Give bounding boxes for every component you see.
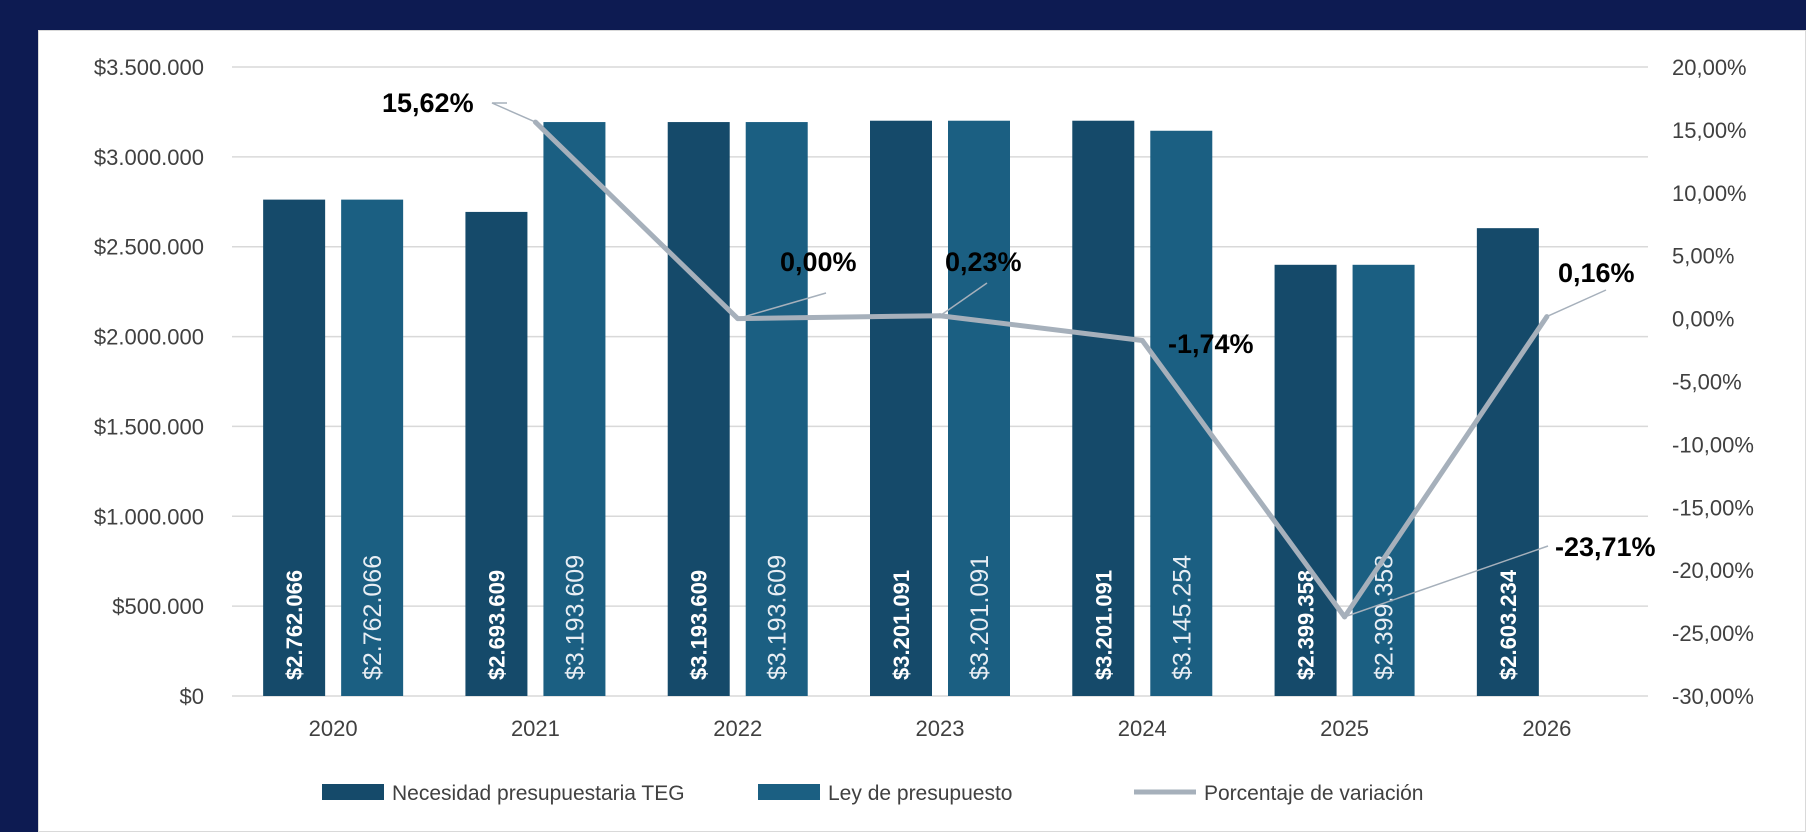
bar-data-label-necesidad: $3.201.091: [889, 570, 914, 680]
bar-ley: [948, 120, 1010, 697]
bar-data-label-ley: $3.193.609: [561, 555, 589, 680]
y-right-tick-label: 10,00%: [1672, 181, 1747, 206]
y-right-tick-label: 15,00%: [1672, 118, 1747, 143]
bar-data-label-necesidad: $3.193.609: [687, 570, 712, 680]
bar-ley: [1352, 264, 1415, 696]
legend-entry-label: Porcentaje de variación: [1204, 782, 1423, 805]
y-right-tick-label: -15,00%: [1672, 495, 1754, 520]
bar-data-label-ley: $3.145.254: [1168, 555, 1196, 680]
legend-swatch: [758, 784, 820, 800]
y-right-tick-label: -5,00%: [1672, 370, 1742, 395]
variation-data-label: 0,16%: [1558, 258, 1635, 288]
y-left-tick-label: $0: [180, 684, 204, 709]
bar-ley: [341, 199, 404, 696]
bar-necesidad: [1274, 264, 1337, 696]
y-left-tick-label: $3.500.000: [94, 55, 204, 80]
variation-point: [1139, 337, 1145, 343]
y-right-tick-label: -10,00%: [1672, 432, 1754, 457]
variation-line: [533, 120, 1549, 620]
bar-necesidad: [263, 199, 326, 696]
y-left-tick-label: $3.000.000: [94, 145, 204, 170]
x-tick-label: 2024: [1118, 716, 1167, 741]
x-tick-label: 2025: [1320, 716, 1369, 741]
legend-entry-label: Ley de presupuesto: [828, 782, 1012, 805]
y-left-tick-label: $2.500.000: [94, 235, 204, 260]
x-tick-label: 2026: [1522, 716, 1571, 741]
data-label-leader-line: [737, 292, 827, 320]
variation-data-label: 0,00%: [780, 247, 857, 277]
y-right-tick-label: 5,00%: [1672, 244, 1734, 269]
x-tick-label: 2022: [713, 716, 762, 741]
y-right-tick-label: 20,00%: [1672, 55, 1747, 80]
bar-ley: [543, 122, 606, 696]
bar-necesidad: [870, 120, 932, 697]
data-label-leader-line: [491, 102, 536, 123]
data-label-leader-line: [939, 282, 988, 317]
bar-data-label-necesidad: $2.762.066: [282, 570, 307, 680]
bar-data-label-ley: $3.193.609: [764, 555, 792, 680]
bar-data-label-necesidad: $2.603.234: [1496, 569, 1521, 680]
bar-data-label-necesidad: $3.201.091: [1091, 570, 1116, 680]
legend-swatch: [322, 784, 384, 800]
y-left-tick-label: $500.000: [112, 594, 204, 619]
y-left-tick-label: $1.000.000: [94, 504, 204, 529]
y-right-tick-label: -20,00%: [1672, 558, 1754, 583]
y-right-tick-label: 0,00%: [1672, 307, 1734, 332]
variation-data-label: -23,71%: [1555, 532, 1656, 562]
bar-necesidad: [1072, 120, 1135, 697]
y-right-tick-label: -30,00%: [1672, 684, 1754, 709]
legend-entry-label: Necesidad presupuestaria TEG: [392, 782, 685, 805]
variation-data-label: 15,62%: [382, 88, 474, 118]
bar-data-label-necesidad: $2.399.358: [1294, 570, 1319, 680]
x-tick-label: 2020: [309, 716, 358, 741]
bar-necesidad: [465, 211, 528, 696]
variation-data-label: -1,74%: [1168, 329, 1254, 359]
y-right-tick-label: -25,00%: [1672, 621, 1754, 646]
x-tick-label: 2021: [511, 716, 560, 741]
data-label-leader-line: [1344, 545, 1549, 618]
bar-data-label-ley: $3.201.091: [966, 555, 994, 680]
y-left-tick-label: $2.000.000: [94, 325, 204, 350]
variation-data-label: 0,23%: [945, 247, 1022, 277]
bar-necesidad: [667, 122, 730, 696]
bar-data-label-necesidad: $2.693.609: [484, 570, 509, 680]
x-tick-label: 2023: [916, 716, 965, 741]
bar-data-label-ley: $2.762.066: [359, 555, 387, 680]
bar-ley: [745, 122, 808, 696]
bar-ley: [1150, 130, 1213, 696]
bar-necesidad: [1476, 228, 1539, 696]
data-label-leader-line: [1546, 289, 1607, 318]
y-left-tick-label: $1.500.000: [94, 414, 204, 439]
